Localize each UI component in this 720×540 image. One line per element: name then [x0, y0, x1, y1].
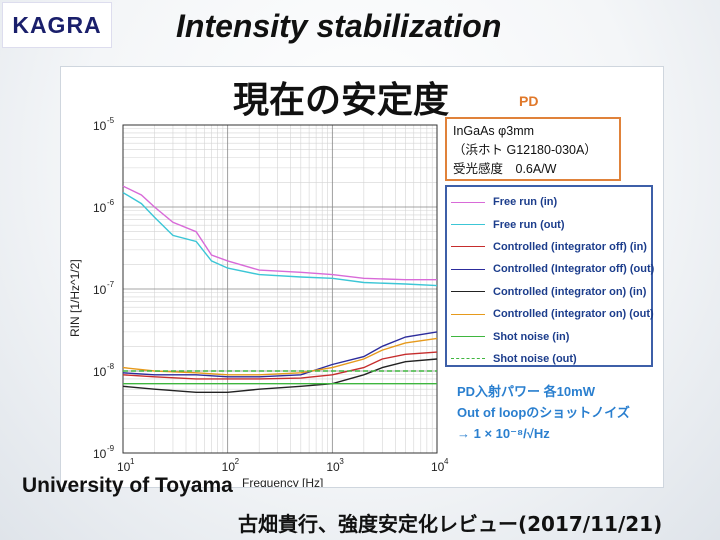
figure-panel: 現在の安定度 PD 10 1 10 2 10 3 10 4 10 -9 10 -8 10 -7 10 -6 10…	[60, 66, 664, 488]
y-tick-label: 10	[93, 201, 107, 215]
legend-swatch	[451, 336, 485, 338]
legend-entry: Controlled (Integrator off) (out)	[451, 258, 654, 280]
rin-chart: 10 1 10 2 10 3 10 410 -910 -810 -710 -610 -5Frequenc…	[68, 116, 449, 487]
pd-info-box: InGaAs φ3mm （浜ホト G12180-030A） 受光感度 0.6A/…	[445, 117, 621, 181]
legend-swatch	[451, 313, 485, 315]
legend-label: Shot noise (in)	[493, 330, 570, 343]
x-tick-label: 10	[431, 460, 445, 474]
x-tick-label: 10	[326, 460, 340, 474]
x-tick-label: 10	[117, 460, 131, 474]
x-tick-exponent: 2	[235, 457, 240, 466]
legend-entry: Controlled (integrator on) (out)	[451, 303, 654, 325]
x-tick-exponent: 3	[339, 457, 344, 466]
series-line	[122, 337, 438, 376]
pd-info-line: 受光感度 0.6A/W	[453, 162, 557, 176]
legend-label: Free run (out)	[493, 218, 565, 231]
y-tick-label: 10	[93, 283, 107, 297]
logo-text: KAGRA	[12, 11, 102, 38]
legend-entry: Controlled (integrator on) (in)	[451, 281, 647, 303]
x-tick-exponent: 4	[444, 457, 449, 466]
note-line: Out of loopのショットノイズ	[457, 405, 630, 420]
pd-info-line: （浜ホト G12180-030A）	[453, 143, 597, 157]
legend-entry: Shot noise (in)	[451, 325, 647, 347]
legend-entry: Controlled (integrator off) (in)	[451, 236, 647, 258]
y-tick-label: 10	[93, 447, 107, 461]
y-tick-label: 10	[93, 365, 107, 379]
y-tick-exponent: -8	[107, 362, 115, 371]
shot-noise-note: PD入射パワー 各10mW Out of loopのショットノイズ → 1 × …	[457, 381, 630, 444]
legend-swatch	[451, 246, 485, 248]
legend-label: Free run (in)	[493, 196, 558, 209]
pd-label: PD	[519, 93, 539, 109]
note-line: PD入射パワー 各10mW	[457, 384, 595, 399]
slide-title: Intensity stabilization	[176, 8, 502, 44]
x-tick-label: 10	[222, 460, 236, 474]
chart-legend: Free run (in) Free run (out) Controlled (i…	[445, 185, 654, 370]
series-line	[122, 191, 438, 287]
y-tick-exponent: -6	[107, 198, 115, 207]
legend-label: Controlled (integrator on) (in)	[493, 285, 647, 298]
legend-entry: Free run (in)	[451, 191, 647, 213]
series-line	[122, 331, 438, 378]
legend-label: Controlled (integrator off) (in)	[493, 240, 647, 253]
y-tick-exponent: -5	[107, 116, 115, 125]
plot-frame	[122, 124, 438, 454]
legend-label: Shot noise (out)	[493, 352, 577, 365]
series-line	[122, 358, 438, 393]
legend-swatch	[451, 358, 485, 360]
chart-heading: 現在の安定度	[233, 80, 450, 121]
series-line	[122, 351, 438, 380]
legend-label: Controlled (integrator on) (out)	[493, 308, 654, 321]
x-axis-label: Frequency [Hz]	[242, 476, 323, 487]
y-tick-exponent: -7	[107, 280, 115, 289]
footer-citation: 古畑貴行、強度安定化レビュー(2017/11/21)	[238, 512, 663, 536]
legend-entry: Free run (out)	[451, 213, 647, 235]
legend-swatch	[451, 268, 485, 270]
series-line	[122, 185, 437, 281]
legend-label: Controlled (Integrator off) (out)	[493, 263, 655, 276]
note-line: → 1 × 10⁻⁸/√Hz	[457, 426, 550, 441]
y-tick-label: 10	[93, 119, 107, 133]
x-tick-exponent: 1	[130, 457, 135, 466]
kagra-logo: KAGRA	[2, 2, 112, 48]
pd-info-line: InGaAs φ3mm	[453, 124, 535, 138]
legend-swatch	[451, 224, 485, 226]
legend-swatch	[451, 201, 485, 203]
y-axis-label: RIN [1/Hz^1/2]	[68, 259, 82, 337]
legend-entry: Shot noise (out)	[451, 348, 647, 370]
legend-swatch	[451, 291, 485, 293]
y-tick-exponent: -9	[107, 444, 115, 453]
footer-university: University of Toyama	[22, 474, 233, 497]
